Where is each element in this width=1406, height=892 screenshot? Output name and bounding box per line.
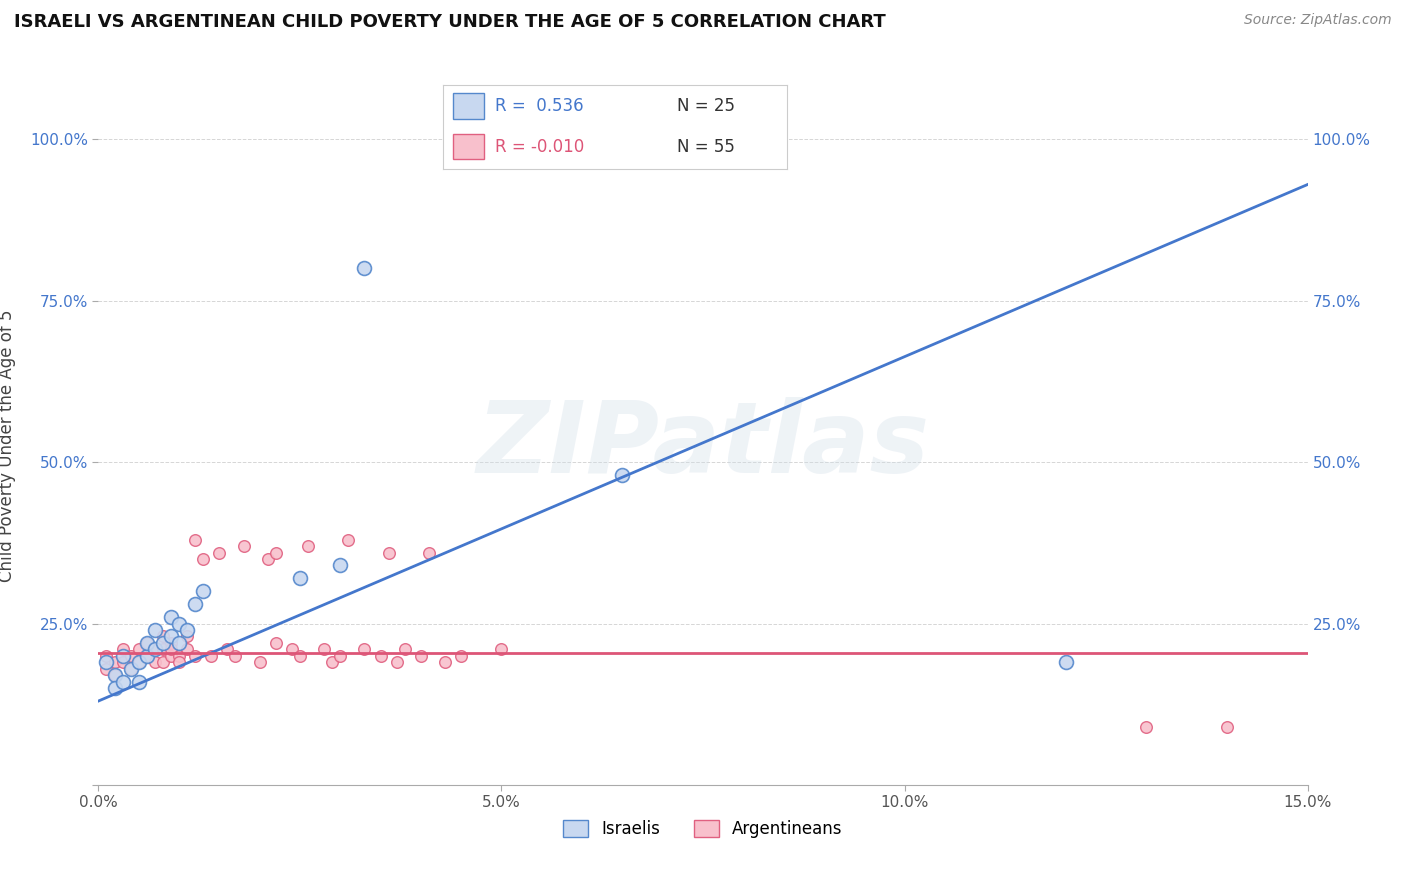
Point xyxy=(160,610,183,624)
Point xyxy=(314,642,336,657)
Point xyxy=(103,668,125,682)
Point xyxy=(297,539,319,553)
Point xyxy=(167,636,190,650)
Point xyxy=(96,655,118,669)
Point xyxy=(337,533,360,547)
Point xyxy=(232,539,254,553)
Point xyxy=(160,636,183,650)
Point xyxy=(434,655,457,669)
Point xyxy=(217,642,239,657)
Point xyxy=(184,597,207,611)
Point xyxy=(264,636,287,650)
Point xyxy=(224,648,246,663)
Point xyxy=(1054,655,1077,669)
Point xyxy=(135,648,157,663)
Point xyxy=(111,655,134,669)
Point xyxy=(120,662,142,676)
Point xyxy=(152,642,174,657)
Point xyxy=(184,533,207,547)
Point xyxy=(128,655,150,669)
Point xyxy=(120,648,142,663)
Point xyxy=(167,648,190,663)
Point xyxy=(176,630,198,644)
Text: ISRAELI VS ARGENTINEAN CHILD POVERTY UNDER THE AGE OF 5 CORRELATION CHART: ISRAELI VS ARGENTINEAN CHILD POVERTY UND… xyxy=(14,13,886,31)
Point xyxy=(281,642,304,657)
Point xyxy=(264,545,287,559)
Point xyxy=(128,642,150,657)
Text: R = -0.010: R = -0.010 xyxy=(495,137,583,155)
Point xyxy=(409,648,432,663)
Point xyxy=(353,642,375,657)
Point xyxy=(143,642,166,657)
Text: N = 55: N = 55 xyxy=(678,137,735,155)
Point xyxy=(612,468,634,483)
Point xyxy=(491,642,513,657)
Point xyxy=(160,642,183,657)
FancyBboxPatch shape xyxy=(453,94,484,119)
Point xyxy=(96,662,118,676)
Point xyxy=(103,668,125,682)
Point xyxy=(1216,720,1239,734)
Point xyxy=(184,648,207,663)
Point xyxy=(128,655,150,669)
Point xyxy=(176,642,198,657)
Point xyxy=(103,681,125,695)
Point xyxy=(193,584,215,599)
Point xyxy=(111,674,134,689)
Point xyxy=(167,655,190,669)
Point xyxy=(256,552,278,566)
Point xyxy=(120,662,142,676)
Point xyxy=(135,648,157,663)
Point xyxy=(176,623,198,637)
Point xyxy=(152,636,174,650)
Text: ZIPatlas: ZIPatlas xyxy=(477,398,929,494)
Point xyxy=(167,616,190,631)
Point xyxy=(152,630,174,644)
Point xyxy=(450,648,472,663)
Point xyxy=(385,655,408,669)
Point xyxy=(193,552,215,566)
Point xyxy=(418,545,440,559)
Point xyxy=(1135,720,1157,734)
Point xyxy=(329,648,352,663)
Point xyxy=(111,642,134,657)
Point xyxy=(394,642,416,657)
Point xyxy=(329,558,352,573)
Point xyxy=(288,571,311,585)
Point xyxy=(353,261,375,276)
Text: Source: ZipAtlas.com: Source: ZipAtlas.com xyxy=(1244,13,1392,28)
Point xyxy=(200,648,222,663)
Point xyxy=(370,648,392,663)
Point xyxy=(135,636,157,650)
Text: N = 25: N = 25 xyxy=(678,97,735,115)
Point xyxy=(160,630,183,644)
Point xyxy=(208,545,231,559)
Point xyxy=(377,545,399,559)
Point xyxy=(96,648,118,663)
Text: R =  0.536: R = 0.536 xyxy=(495,97,583,115)
Legend: Israelis, Argentineans: Israelis, Argentineans xyxy=(557,813,849,845)
Point xyxy=(143,642,166,657)
Point xyxy=(321,655,343,669)
Point xyxy=(103,655,125,669)
Point xyxy=(128,674,150,689)
FancyBboxPatch shape xyxy=(453,134,484,160)
Point xyxy=(152,655,174,669)
Point xyxy=(143,623,166,637)
Point xyxy=(111,648,134,663)
Point xyxy=(249,655,271,669)
Point xyxy=(143,655,166,669)
Point xyxy=(160,648,183,663)
Point xyxy=(288,648,311,663)
Y-axis label: Child Poverty Under the Age of 5: Child Poverty Under the Age of 5 xyxy=(0,310,15,582)
Point xyxy=(135,636,157,650)
